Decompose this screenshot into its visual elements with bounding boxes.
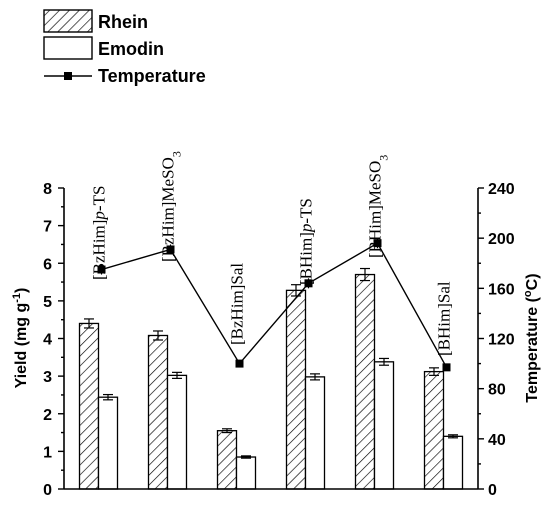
bar-rhein: [354, 273, 376, 490]
temperature-point: [97, 265, 106, 274]
y-axis-tick-label: 6: [43, 256, 52, 273]
y-axis-tick-label: 1: [43, 444, 52, 461]
y2-axis-title-text: Temperature (: [524, 296, 541, 402]
bar-rhein: [216, 430, 238, 490]
category-label-text: [BHim]: [297, 232, 316, 285]
y-axis-tick-label: 8: [43, 181, 52, 198]
plot-area: [BzHim]p-TS [BzHim]MeSO3[BzHim]Sal[BHim]p…: [78, 151, 464, 490]
category-label-text: [BHim]MeSO: [366, 161, 385, 258]
temperature-point: [373, 239, 382, 248]
category-label-suffix: -TS: [297, 198, 316, 224]
category-label: [BzHim]MeSO3: [159, 151, 184, 262]
bar-emodin: [166, 374, 188, 490]
y2-axis-tick-label: 0: [488, 482, 497, 499]
y-axis-title-text: Yield (mg g: [13, 303, 30, 389]
y-axis-title-exponent: -1: [11, 293, 23, 303]
y-axis-tick-label: 0: [43, 482, 52, 499]
y-axis-tick-label: 3: [43, 369, 52, 386]
bar-rhein: [147, 334, 169, 490]
y-axis-tick-label: 7: [43, 219, 52, 236]
category-label-text: [BzHim]Sal: [228, 263, 247, 345]
category-label: [BHim]p-TS: [297, 198, 316, 285]
bar-rhein: [78, 322, 100, 490]
y2-axis-tick-label: 80: [488, 382, 506, 399]
bar-emodin: [304, 376, 326, 490]
y2-axis-tick-label: 160: [488, 281, 515, 298]
bar-emodin: [97, 396, 119, 490]
y-axis-tick-label: 2: [43, 407, 52, 424]
category-label-suffix: -TS: [90, 186, 109, 212]
category-label: [BzHim]Sal: [228, 263, 247, 345]
y2-axis-title-unit: C): [524, 273, 541, 290]
y-axis-tick-label: 4: [43, 332, 52, 349]
bar-rhein: [285, 289, 307, 490]
legend-label-rhein: Rhein: [98, 12, 148, 32]
y2-axis-title-degree: o: [522, 290, 534, 297]
bar-emodin: [235, 456, 257, 490]
temperature-point: [304, 279, 313, 288]
legend-marker-temperature: [64, 72, 72, 80]
bar-emodin: [373, 361, 395, 490]
legend-swatch-rhein: [43, 9, 93, 33]
temperature-point: [442, 363, 451, 372]
category-label: [BHim]MeSO3: [366, 155, 391, 258]
y2-axis-tick-label: 120: [488, 332, 515, 349]
category-label-text: [BHim]Sal: [435, 281, 454, 356]
category-label-italic: p: [297, 224, 316, 234]
category-label-text: [BzHim]MeSO: [159, 157, 178, 262]
legend-swatch-emodin: [43, 36, 93, 60]
category-label-subscript: 3: [377, 155, 391, 161]
category-label-subscript: 3: [170, 151, 184, 157]
temperature-point: [235, 359, 244, 368]
y2-axis-title: Temperature (oC): [522, 273, 541, 402]
temperature-line: [101, 242, 448, 368]
y2-axis-tick-label: 240: [488, 181, 515, 198]
y2-axis-tick-label: 40: [488, 432, 506, 449]
legend: Rhein Emodin Temperature: [43, 9, 206, 86]
bar-emodin: [442, 435, 464, 490]
category-label: [BzHim]p-TS: [90, 186, 109, 280]
y-axis-title: Yield (mg g-1): [11, 288, 30, 389]
legend-label-temperature: Temperature: [98, 66, 206, 86]
category-label: [BHim]Sal: [435, 281, 454, 356]
temperature-point: [166, 245, 175, 254]
y2-axis-tick-label: 200: [488, 231, 515, 248]
category-label-italic: p: [90, 211, 109, 221]
y-axis-title-close: ): [13, 288, 30, 293]
bar-rhein: [423, 370, 445, 490]
y-axis-tick-label: 5: [43, 294, 52, 311]
category-label-text: [BzHim]: [90, 220, 109, 280]
legend-label-emodin: Emodin: [98, 39, 164, 59]
